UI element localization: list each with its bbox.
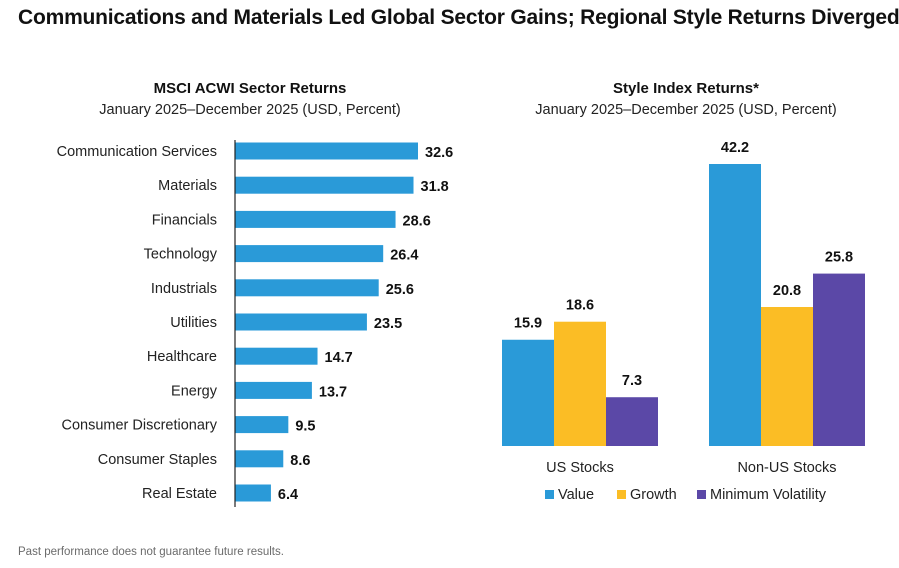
value-label-materials: 31.8: [421, 179, 449, 195]
bar-financials: [235, 210, 396, 228]
bar-consumer-discretionary: [235, 416, 289, 434]
value-label-consumer-discretionary: 9.5: [295, 419, 315, 435]
style-chart-title: Style Index Returns*: [613, 80, 759, 97]
value-label-real-estate: 6.4: [278, 487, 298, 503]
value-label-industrials: 25.6: [386, 282, 414, 298]
style-returns-chart: 15.9 18.6 7.3 US Stocks 42.2 20.8 25.8 Non-US S…: [502, 140, 865, 503]
bar-materials: [235, 176, 414, 194]
sector-chart-title: MSCI ACWI Sector Returns: [153, 80, 347, 97]
value-label-technology: 26.4: [390, 248, 418, 264]
bar-non-us-stocks-growth: [761, 307, 813, 446]
legend-label-minimum-volatility: Minimum Volatility: [710, 487, 827, 503]
bar-us-stocks-growth: [554, 321, 606, 446]
category-label-consumer-staples: Consumer Staples: [98, 452, 217, 468]
page-title: Communications and Materials Led Global …: [18, 6, 899, 29]
category-label-financials: Financials: [152, 212, 217, 228]
category-label-energy: Energy: [171, 383, 218, 399]
bar-technology: [235, 245, 384, 263]
value-label-us-stocks-minimum-volatility: 7.3: [622, 373, 642, 389]
bar-real-estate: [235, 484, 271, 502]
value-label-financials: 28.6: [403, 213, 431, 229]
value-label-healthcare: 14.7: [325, 350, 353, 366]
legend-swatch-value: [545, 490, 554, 499]
value-label-non-us-stocks-value: 42.2: [721, 140, 749, 156]
value-label-utilities: 23.5: [374, 316, 402, 332]
bar-us-stocks-minimum-volatility: [606, 397, 658, 446]
legend-label-growth: Growth: [630, 487, 677, 503]
bar-us-stocks-value: [502, 339, 554, 446]
value-label-us-stocks-value: 15.9: [514, 316, 542, 332]
bar-communication-services: [235, 142, 418, 160]
value-label-non-us-stocks-minimum-volatility: 25.8: [825, 250, 853, 266]
bar-industrials: [235, 279, 379, 297]
bar-non-us-stocks-value: [709, 164, 761, 446]
value-label-us-stocks-growth: 18.6: [566, 298, 594, 314]
legend-label-value: Value: [558, 487, 594, 503]
bar-healthcare: [235, 347, 318, 365]
category-label-us-stocks: US Stocks: [546, 460, 614, 476]
bar-consumer-staples: [235, 450, 284, 468]
value-label-communication-services: 32.6: [425, 145, 453, 161]
bar-non-us-stocks-minimum-volatility: [813, 273, 865, 446]
legend-swatch-growth: [617, 490, 626, 499]
category-label-materials: Materials: [158, 178, 217, 194]
bar-energy: [235, 381, 312, 399]
category-label-industrials: Industrials: [151, 281, 217, 297]
value-label-non-us-stocks-growth: 20.8: [773, 283, 801, 299]
category-label-communication-services: Communication Services: [57, 144, 217, 160]
footnote: Past performance does not guarantee futu…: [18, 546, 284, 558]
category-label-utilities: Utilities: [170, 315, 217, 331]
sector-chart-subtitle: January 2025–December 2025 (USD, Percent…: [99, 102, 401, 118]
category-label-consumer-discretionary: Consumer Discretionary: [61, 418, 217, 434]
value-label-energy: 13.7: [319, 384, 347, 400]
category-label-real-estate: Real Estate: [142, 486, 217, 502]
style-chart-subtitle: January 2025–December 2025 (USD, Percent…: [535, 102, 837, 118]
category-label-healthcare: Healthcare: [147, 349, 217, 365]
category-label-non-us-stocks: Non-US Stocks: [737, 460, 836, 476]
sector-returns-chart: Communication Services 32.6 Materials 31.8 F…: [57, 140, 453, 507]
category-label-technology: Technology: [144, 247, 218, 263]
value-label-consumer-staples: 8.6: [290, 453, 310, 469]
legend-swatch-minimum-volatility: [697, 490, 706, 499]
bar-utilities: [235, 313, 367, 331]
